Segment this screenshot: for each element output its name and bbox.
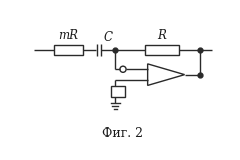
- Bar: [54, 45, 83, 55]
- Text: C: C: [103, 31, 113, 44]
- Text: Фиг. 2: Фиг. 2: [102, 127, 144, 140]
- Bar: [111, 86, 125, 97]
- Text: R: R: [157, 29, 166, 42]
- Text: mR: mR: [58, 29, 78, 42]
- Bar: [144, 45, 179, 55]
